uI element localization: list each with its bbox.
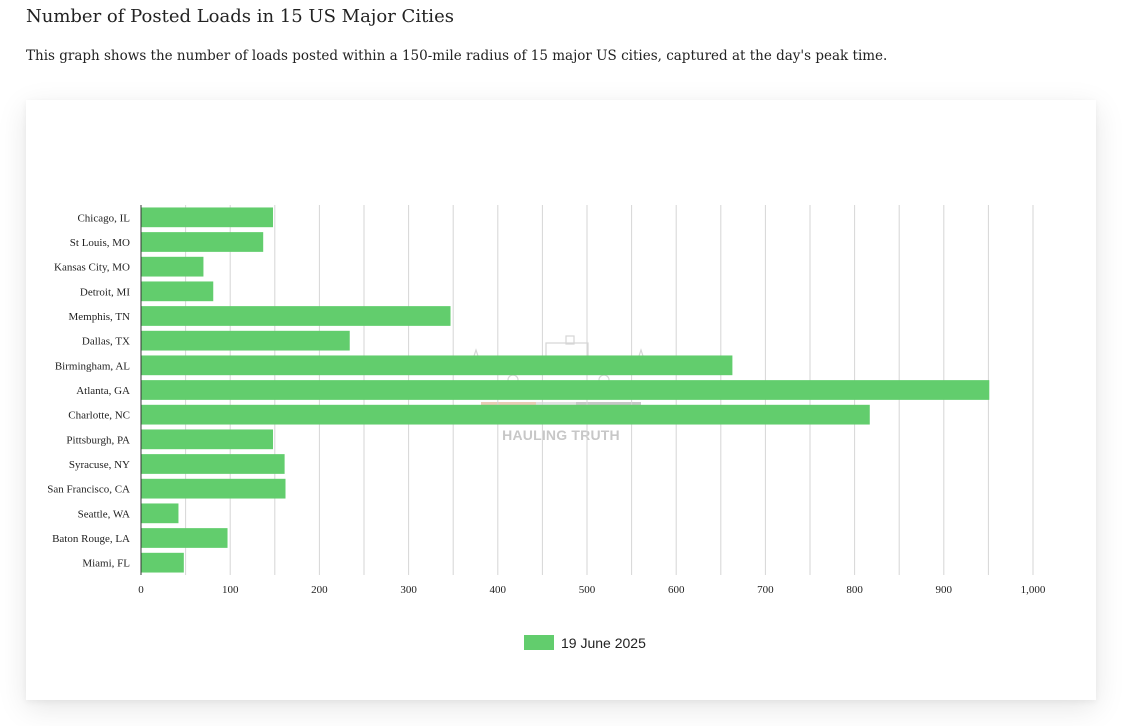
category-label: Memphis, TN — [68, 311, 130, 323]
x-tick-label: 200 — [311, 584, 328, 596]
x-tick-label: 900 — [936, 584, 953, 596]
category-label: Miami, FL — [82, 558, 130, 570]
legend-swatch[interactable] — [524, 635, 554, 650]
x-tick-label: 800 — [846, 584, 863, 596]
category-label: Charlotte, NC — [68, 410, 130, 422]
bar[interactable] — [141, 380, 990, 400]
bar[interactable] — [141, 503, 179, 524]
category-label: Baton Rouge, LA — [52, 533, 130, 545]
category-label: St Louis, MO — [70, 237, 130, 249]
category-label: Detroit, MI — [80, 286, 130, 298]
category-label: Birmingham, AL — [55, 360, 130, 372]
bar[interactable] — [141, 207, 274, 228]
x-tick-label: 400 — [490, 584, 507, 596]
bar[interactable] — [141, 355, 733, 376]
watermark-text: HAULING TRUTH — [502, 427, 620, 443]
category-label: Chicago, IL — [77, 212, 130, 224]
bar-chart: HAULING TRUTH Chicago, IL St Louis, MO Kan… — [47, 205, 1046, 651]
bar[interactable] — [141, 232, 264, 252]
x-tick-label: 1,000 — [1021, 584, 1046, 596]
x-tick-label: 500 — [579, 584, 596, 596]
bar[interactable] — [141, 478, 286, 499]
legend-label[interactable]: 19 June 2025 — [561, 635, 646, 651]
category-label: Kansas City, MO — [54, 262, 130, 274]
page-description: This graph shows the number of loads pos… — [26, 48, 888, 64]
bar[interactable] — [141, 330, 350, 351]
bar[interactable] — [141, 429, 274, 450]
chart-card: HAULING TRUTH Chicago, IL St Louis, MO Kan… — [26, 100, 1096, 700]
category-label: San Francisco, CA — [47, 484, 130, 496]
bar[interactable] — [141, 528, 228, 548]
category-label: Atlanta, GA — [76, 385, 130, 397]
bar[interactable] — [141, 256, 204, 277]
category-label: Dallas, TX — [82, 336, 130, 348]
page-title: Number of Posted Loads in 15 US Major Ci… — [26, 6, 454, 27]
category-label: Syracuse, NY — [69, 459, 130, 471]
x-tick-label: 100 — [222, 584, 239, 596]
x-tick-label: 300 — [400, 584, 417, 596]
x-tick-label: 600 — [668, 584, 685, 596]
bar[interactable] — [141, 454, 285, 474]
x-tick-label: 0 — [138, 584, 144, 596]
category-label: Pittsburgh, PA — [66, 434, 130, 446]
bar[interactable] — [141, 281, 214, 302]
bar[interactable] — [141, 306, 451, 326]
bar[interactable] — [141, 404, 870, 425]
bar[interactable] — [141, 552, 184, 573]
x-tick-label: 700 — [757, 584, 774, 596]
category-label: Seattle, WA — [78, 508, 130, 520]
